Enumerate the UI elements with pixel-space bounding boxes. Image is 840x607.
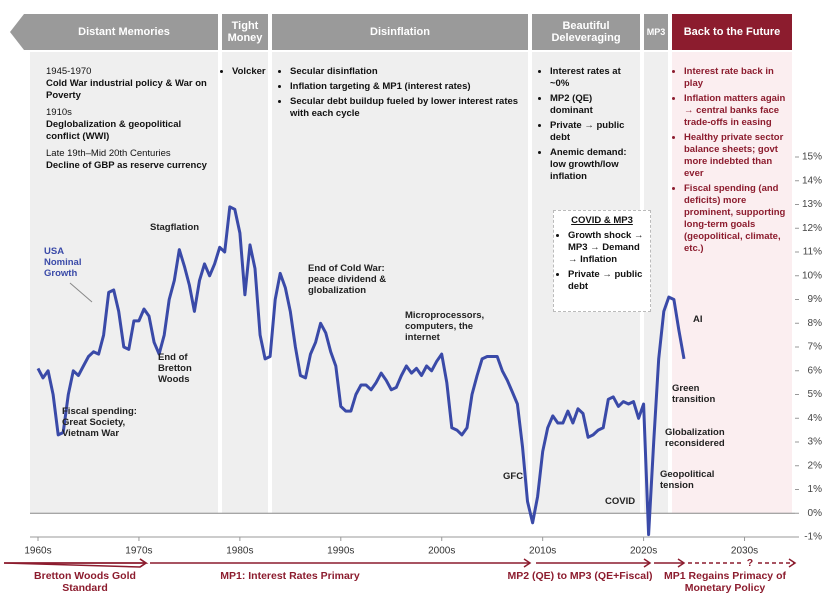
bullet: Fiscal spending (and deficits) more prom… <box>684 183 786 255</box>
era-header: Tight Money <box>227 20 263 44</box>
y-tick-label: 8% <box>808 318 823 329</box>
bullet: Healthy private sector balance sheets; g… <box>684 132 786 180</box>
x-tick-label: 2000s <box>428 546 455 557</box>
bullet: Growth shock → MP3 → Demand → Inflation <box>568 230 646 266</box>
x-tick-label: 1970s <box>125 546 152 557</box>
era-header: Distant Memories <box>78 26 170 38</box>
era-notes: Interest rates at ~0% MP2 (QE) dominant Pr… <box>540 66 635 186</box>
era-header-shape <box>532 14 640 50</box>
era-header-shape <box>672 14 792 50</box>
era-header-shape <box>644 14 668 50</box>
bullet: Interest rate back in play <box>684 66 786 90</box>
covid-box-title: COVID & MP3 <box>571 215 633 226</box>
bullet: Interest rates at ~0% <box>550 66 635 90</box>
bullet: Inflation targeting & MP1 (interest rate… <box>290 81 525 93</box>
era-notes: 1945-1970 Cold War industrial policy & Wa… <box>46 66 216 172</box>
covid-box: COVID & MP3 Growth shock → MP3 → Demand →… <box>553 210 651 312</box>
label-pointer <box>69 282 93 303</box>
era-header-shape <box>222 14 268 50</box>
x-tick-label: 1960s <box>24 546 51 557</box>
regime-arrowhead <box>523 558 532 568</box>
annotation: End of Cold War: peace dividend & global… <box>308 263 387 296</box>
annotation: Geopolitical tension <box>660 469 715 491</box>
y-tick-label: 2% <box>808 460 823 471</box>
series-line <box>36 205 686 537</box>
y-tick-label: 13% <box>802 199 822 210</box>
annotation: Microprocessors, computers, the internet <box>405 310 485 343</box>
regime-arrowhead <box>643 558 652 568</box>
bullet-list: Growth shock → MP3 → Demand → Inflation P… <box>558 230 646 293</box>
y-tick-label: 1% <box>808 484 823 495</box>
series-label: USA Nominal Growth <box>44 246 82 279</box>
y-tick-label: 11% <box>803 247 822 258</box>
annotation: AI <box>693 314 703 325</box>
note-text: Deglobalization & geopolitical conflict … <box>46 119 182 142</box>
bullet: Volcker <box>232 66 272 78</box>
x-tick-label: 1980s <box>226 546 253 557</box>
y-tick-label: 4% <box>808 413 823 424</box>
regime-arrowhead <box>677 558 686 568</box>
bullet-list: Volcker <box>222 66 272 78</box>
bullet: Secular debt buildup fueled by lower int… <box>290 96 525 120</box>
y-tick-label: 14% <box>802 175 822 186</box>
regime-label: Bretton Woods Gold Standard <box>34 570 136 594</box>
note-period: 1945-1970 <box>46 66 92 77</box>
y-tick-label: -1% <box>804 532 822 543</box>
x-tick-label: 1990s <box>327 546 354 557</box>
era-header: MP3 <box>646 27 666 37</box>
regime-label: MP1: Interest Rates Primary <box>220 570 360 582</box>
regime-label: ? <box>742 557 758 569</box>
era-header: Disinflation <box>370 26 430 38</box>
bullet-list: Interest rates at ~0% MP2 (QE) dominant Pr… <box>540 66 635 183</box>
bullet: Private → public debt <box>550 120 635 144</box>
y-tick-label: 15% <box>802 152 822 163</box>
era-background <box>672 52 792 514</box>
x-tick-label: 2010s <box>529 546 556 557</box>
era-notes: Secular disinflation Inflation targeting … <box>280 66 525 123</box>
era-header: Beautiful Deleveraging <box>551 20 621 44</box>
annotation: Green transition <box>672 383 716 405</box>
y-tick-label: 6% <box>808 365 823 376</box>
y-tick-label: 5% <box>808 389 823 400</box>
note-period: Late 19th–Mid 20th Centuries <box>46 148 171 159</box>
note-period: 1910s <box>46 107 72 118</box>
y-tick-label: 0% <box>808 508 823 519</box>
annotation: COVID <box>605 496 636 507</box>
y-tick-label: 7% <box>808 342 823 353</box>
regime-arrowhead <box>788 558 797 568</box>
regime-arrowhead <box>139 558 148 568</box>
y-tick-label: 9% <box>808 294 823 305</box>
x-tick-label: 2020s <box>630 546 657 557</box>
x-tick-label: 2030s <box>731 546 758 557</box>
era-header-shape <box>10 14 218 50</box>
annotation: Stagflation <box>150 222 200 233</box>
bullet: Secular disinflation <box>290 66 525 78</box>
bullet-list: Secular disinflation Inflation targeting … <box>280 66 525 120</box>
era-notes: Interest rate back in play Inflation matt… <box>674 66 786 258</box>
note-text: Decline of GBP as reserve currency <box>46 160 207 171</box>
bullet: MP2 (QE) dominant <box>550 93 635 117</box>
regime-label: MP1 Regains Primacy of Monetary Policy <box>664 570 786 594</box>
regime-label: MP2 (QE) to MP3 (QE+Fiscal) <box>507 570 653 582</box>
era-header: Back to the Future <box>683 26 781 38</box>
era-notes: Volcker <box>222 66 272 81</box>
y-tick-label: 10% <box>802 270 822 281</box>
bullet: Inflation matters again → central banks … <box>684 93 786 129</box>
annotation: Fiscal spending: Great Society, Vietnam … <box>62 406 137 439</box>
annotation: Globalization reconsidered <box>665 427 725 449</box>
era-background <box>30 52 218 514</box>
bullet-list: Interest rate back in play Inflation matt… <box>674 66 786 255</box>
annotation: End of Bretton Woods <box>158 352 192 385</box>
note-text: Cold War industrial policy & War on Pove… <box>46 78 207 101</box>
era-header-shape <box>272 14 528 50</box>
bullet: Anemic demand: low growth/low inflation <box>550 147 635 183</box>
bullet: Private → public debt <box>568 269 646 293</box>
annotation: GFC <box>503 471 524 482</box>
y-tick-label: 12% <box>802 223 822 234</box>
y-tick-label: 3% <box>808 437 823 448</box>
era-background <box>272 52 528 514</box>
